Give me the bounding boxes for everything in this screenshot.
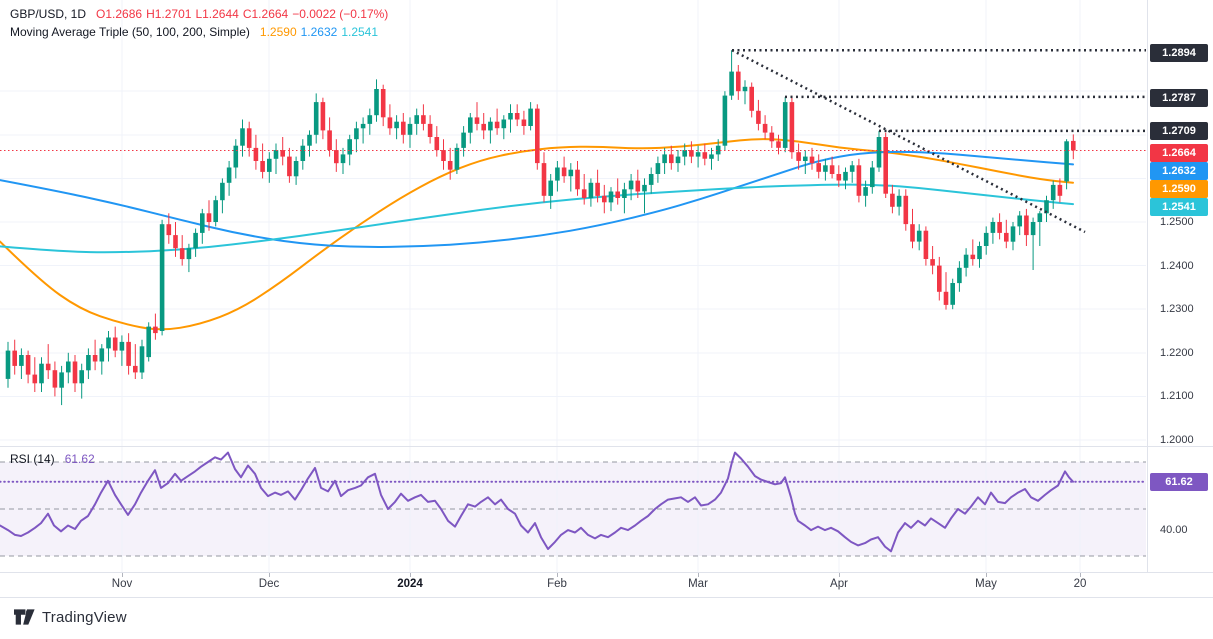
time-axis-tick bbox=[557, 573, 558, 577]
price-axis-label: 1.2100 bbox=[1160, 390, 1194, 402]
price-badge-1.2664: 1.2664 bbox=[1150, 144, 1208, 162]
time-axis-tick bbox=[839, 573, 840, 577]
ma-legend-value: 1.2541 bbox=[341, 25, 379, 39]
tradingview-logo-icon bbox=[14, 609, 35, 625]
time-axis-label-Dec: Dec bbox=[258, 578, 280, 590]
price-badge-1.2590: 1.2590 bbox=[1150, 180, 1208, 198]
price-axis-label: 1.2000 bbox=[1160, 434, 1194, 446]
price-badge-1.2632: 1.2632 bbox=[1150, 162, 1208, 180]
time-axis-tick bbox=[1080, 573, 1081, 577]
rsi-pane[interactable] bbox=[0, 447, 1146, 572]
time-axis-label-20: 20 bbox=[1073, 578, 1087, 590]
ma-legend-value: 1.2632 bbox=[300, 25, 338, 39]
ma-values: 1.2590 1.2632 1.2541 bbox=[260, 25, 382, 39]
tradingview-logo-text: TradingView bbox=[42, 609, 127, 626]
price-axis-label: 1.2400 bbox=[1160, 260, 1194, 272]
time-axis-tick bbox=[698, 573, 699, 577]
time-axis-label-Mar: Mar bbox=[688, 578, 708, 590]
ma-indicator-title: Moving Average Triple (50, 100, 200, Sim… bbox=[10, 25, 250, 39]
chart-plot-svg bbox=[0, 0, 1146, 572]
price-axis[interactable]: 1.2500 1.2400 1.2300 1.2200 1.2100 1.2000 40.0… bbox=[1147, 0, 1213, 596]
price-badge-1.2894: 1.2894 bbox=[1150, 44, 1208, 62]
price-axis-label: 1.2200 bbox=[1160, 347, 1194, 359]
time-axis-label-Feb: Feb bbox=[547, 578, 567, 590]
ma-100-line[interactable] bbox=[0, 150, 1074, 248]
time-axis-label-May: May bbox=[975, 578, 997, 590]
symbol-legend-row[interactable]: GBP/USD, 1D O1.2686 H1.2701 L1.2644 C1.2664−… bbox=[10, 7, 392, 21]
price-axis-label: 1.2500 bbox=[1160, 216, 1194, 228]
ohlc-close: C1.2664 bbox=[242, 7, 289, 21]
ma-indicator-legend-row[interactable]: Moving Average Triple (50, 100, 200, Sim… bbox=[10, 25, 386, 39]
time-axis-tick bbox=[986, 573, 987, 577]
time-axis[interactable]: Nov Dec 2024 Feb Mar Apr May 20 bbox=[0, 572, 1213, 598]
rsi-legend-row[interactable]: RSI (14) 61.62 bbox=[10, 452, 99, 466]
ohlc-low: L1.2644 bbox=[195, 7, 239, 21]
ohlc-high: H1.2701 bbox=[146, 7, 192, 21]
ohlc-change: −0.0022 (−0.17%) bbox=[292, 7, 389, 21]
rsi-value: 61.62 bbox=[64, 452, 95, 466]
ohlc-open: O1.2686 bbox=[96, 7, 143, 21]
price-axis-label: 40.00 bbox=[1160, 524, 1188, 536]
rsi-indicator-line[interactable] bbox=[0, 451, 1074, 553]
time-axis-label-Apr: Apr bbox=[830, 578, 848, 590]
ma-legend-value: 1.2590 bbox=[259, 25, 297, 39]
price-badge-1.2541: 1.2541 bbox=[1150, 198, 1208, 216]
price-badge-1.2709: 1.2709 bbox=[1150, 122, 1208, 140]
time-axis-label-2024: 2024 bbox=[397, 578, 423, 590]
price-badge-1.2787: 1.2787 bbox=[1150, 89, 1208, 107]
ma-200-line[interactable] bbox=[0, 183, 1074, 254]
trendline[interactable] bbox=[731, 49, 1086, 234]
symbol-title: GBP/USD, 1D bbox=[10, 7, 87, 21]
main-price-pane[interactable] bbox=[0, 0, 1146, 446]
time-axis-label-Nov: Nov bbox=[111, 578, 133, 590]
rsi-title: RSI (14) bbox=[10, 452, 55, 466]
pane-divider[interactable] bbox=[0, 446, 1213, 447]
tradingview-logo[interactable]: TradingView bbox=[14, 608, 127, 627]
price-badge-61.62: 61.62 bbox=[1150, 473, 1208, 491]
time-axis-tick bbox=[122, 573, 123, 577]
ma-50-line[interactable] bbox=[0, 138, 1074, 331]
time-axis-tick bbox=[410, 573, 411, 577]
price-axis-label: 1.2300 bbox=[1160, 303, 1194, 315]
time-axis-tick bbox=[269, 573, 270, 577]
